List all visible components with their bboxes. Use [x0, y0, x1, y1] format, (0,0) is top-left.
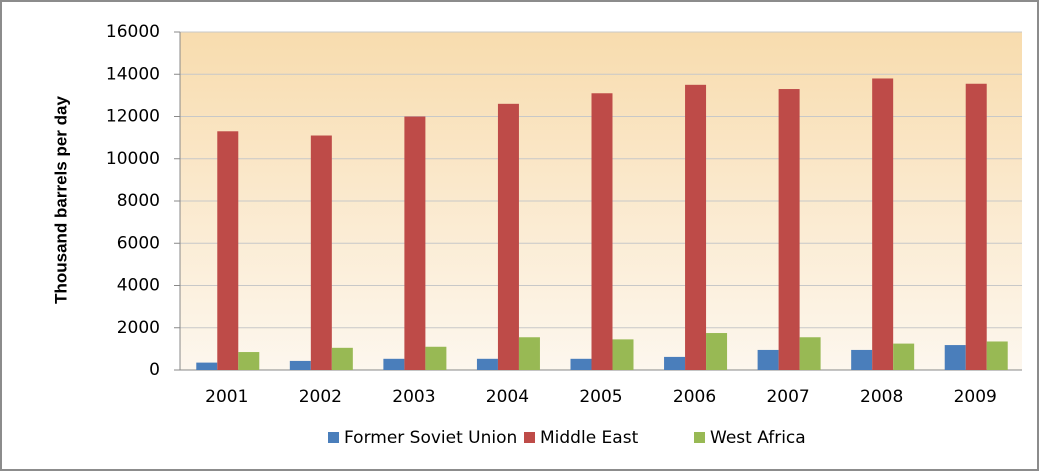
x-tick-label: 2008	[860, 387, 903, 407]
x-tick-label: 2005	[579, 387, 622, 407]
bar	[944, 345, 966, 370]
x-tick-label: 2001	[205, 387, 248, 407]
bar	[310, 135, 332, 370]
y-tick-label: 16000	[106, 22, 160, 42]
bar	[757, 349, 779, 370]
bar	[965, 83, 987, 370]
x-tick-label: 2002	[299, 387, 342, 407]
bar	[476, 358, 498, 370]
x-tick-label: 2004	[486, 387, 529, 407]
y-tick-label: 0	[149, 360, 160, 380]
y-tick-label: 6000	[117, 233, 160, 253]
bar	[799, 337, 821, 370]
legend-label: West Africa	[710, 428, 806, 448]
bar	[289, 360, 311, 370]
bar	[706, 333, 728, 370]
bar	[570, 358, 592, 370]
y-tick-label: 14000	[106, 64, 160, 84]
x-tick-label: 2009	[954, 387, 997, 407]
x-tick-label: 2003	[392, 387, 435, 407]
x-tick-label: 2007	[766, 387, 809, 407]
bar	[518, 337, 540, 370]
bar	[238, 352, 260, 370]
bar	[986, 341, 1008, 370]
bar	[872, 78, 894, 370]
bar	[591, 93, 613, 370]
bar	[685, 84, 707, 370]
legend-swatch	[694, 432, 705, 443]
y-tick-label: 4000	[117, 276, 160, 296]
legend-swatch	[524, 432, 535, 443]
bar	[497, 103, 519, 370]
legend-label: Middle East	[540, 428, 639, 448]
bar	[217, 131, 239, 370]
y-axis-label: Thousand barrels per day	[51, 96, 70, 304]
bar	[425, 346, 447, 370]
bar	[664, 356, 686, 370]
bar	[851, 349, 873, 370]
bar	[331, 347, 353, 370]
bar	[893, 343, 915, 370]
y-tick-label: 2000	[117, 318, 160, 338]
legend-swatch	[328, 432, 339, 443]
bar	[196, 362, 218, 370]
bar	[612, 339, 634, 370]
y-tick-label: 10000	[106, 149, 160, 169]
legend-label: Former Soviet Union	[344, 428, 517, 448]
bar	[778, 89, 800, 370]
bar	[404, 116, 426, 370]
bar	[383, 358, 405, 370]
y-tick-label: 12000	[106, 107, 160, 127]
x-tick-label: 2006	[673, 387, 716, 407]
y-tick-label: 8000	[117, 191, 160, 211]
